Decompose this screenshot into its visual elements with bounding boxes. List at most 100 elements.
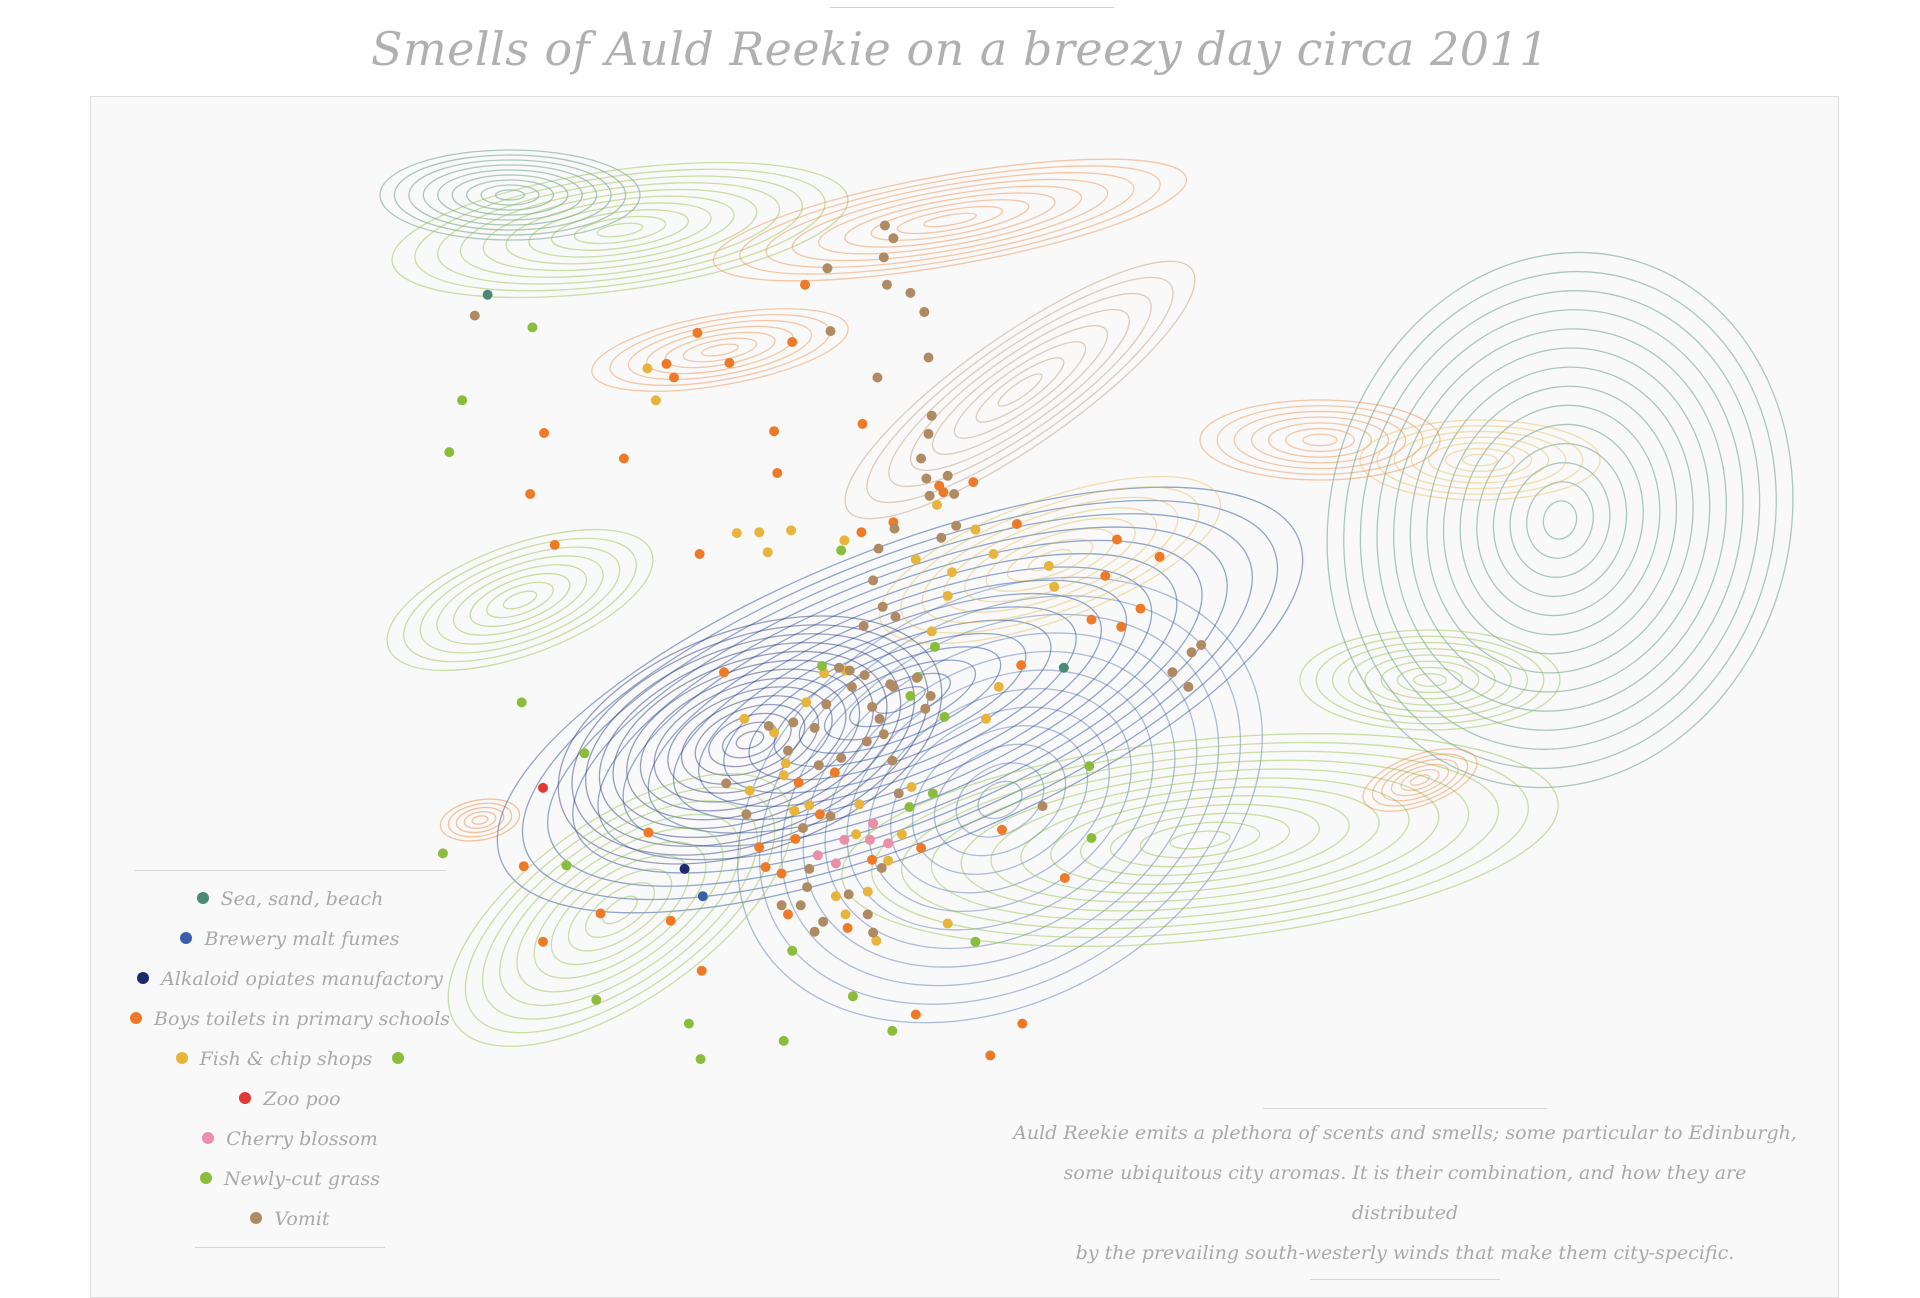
contour-ring xyxy=(694,703,806,777)
point-vomit xyxy=(813,760,824,771)
contour-ring xyxy=(1326,251,1794,789)
point-grass xyxy=(579,748,590,759)
contour-ring xyxy=(612,650,888,830)
contour-ring xyxy=(653,677,847,803)
point-vomit xyxy=(858,620,869,631)
point-fish xyxy=(862,886,873,897)
point-fish xyxy=(947,567,957,578)
contour-ring xyxy=(890,706,1110,894)
contour-ring xyxy=(921,496,1179,624)
contour-ring xyxy=(1079,803,1321,877)
contour-ring xyxy=(1390,763,1450,797)
contour-ring xyxy=(844,260,1196,520)
point-fish xyxy=(754,527,765,538)
point-fish xyxy=(804,800,815,811)
contour-ring xyxy=(647,566,1153,834)
point-toilets xyxy=(692,327,703,338)
contour-ring xyxy=(547,513,1253,887)
point-toilets xyxy=(669,372,679,383)
point-toilets xyxy=(1086,614,1097,625)
point-toilets xyxy=(867,854,878,865)
point-vomit xyxy=(843,889,854,900)
contour-ring xyxy=(667,686,833,794)
point-vomit xyxy=(887,755,898,766)
contour-ring xyxy=(1381,758,1459,802)
contour-ring xyxy=(602,895,638,925)
contour-ring xyxy=(1362,748,1478,812)
contour-ring xyxy=(955,762,1045,838)
point-toilets xyxy=(772,468,783,478)
point-cherry xyxy=(865,834,875,845)
point-vomit xyxy=(874,713,885,724)
point-vomit xyxy=(888,233,899,244)
contour-ring xyxy=(871,741,1529,939)
point-vomit xyxy=(1183,681,1194,692)
point-toilets xyxy=(525,489,536,499)
point-fish xyxy=(778,770,789,781)
contour-ring xyxy=(386,528,654,672)
contour-ring xyxy=(459,182,781,278)
point-fish xyxy=(731,528,742,539)
contour-ring xyxy=(1392,328,1728,712)
contour-ring xyxy=(480,184,540,206)
contour-ring xyxy=(455,806,505,834)
legend-marker-alkaloid xyxy=(137,972,150,984)
point-toilets xyxy=(857,418,868,429)
contour-ring xyxy=(1233,410,1407,470)
contour-ring xyxy=(627,319,813,381)
point-grass xyxy=(787,945,798,956)
point-fish xyxy=(910,554,921,565)
contour-ring xyxy=(1285,427,1355,453)
contour-ring xyxy=(817,185,1083,255)
point-vomit xyxy=(951,520,962,531)
point-vomit xyxy=(861,736,872,747)
contour-ring xyxy=(1542,500,1578,540)
contour-ring xyxy=(1216,405,1424,475)
point-vomit xyxy=(868,575,879,586)
contour-ring xyxy=(896,205,1004,235)
legend-label-toilets: Boys toilets in primary schools xyxy=(153,1008,451,1030)
point-grass xyxy=(683,1018,694,1029)
point-toilets xyxy=(814,809,825,820)
point-vomit xyxy=(809,926,820,937)
contour-ring xyxy=(798,646,1002,754)
contour-ring xyxy=(481,800,759,1020)
legend-marker-zoo xyxy=(239,1092,252,1104)
contour-ring xyxy=(437,169,583,221)
contour-ring xyxy=(712,158,1188,282)
point-vomit xyxy=(925,691,936,701)
point-alkaloid xyxy=(679,863,690,874)
point-toilets xyxy=(769,426,780,437)
point-vomit xyxy=(1167,667,1178,678)
contour-ring xyxy=(469,572,571,628)
contour-ring xyxy=(1427,442,1533,478)
contour-ring xyxy=(698,592,1102,808)
contour-ring xyxy=(960,768,1440,912)
point-fish xyxy=(988,549,999,559)
point-vomit xyxy=(893,788,904,799)
contour-ring xyxy=(646,325,794,375)
point-vomit xyxy=(804,863,815,874)
point-fish xyxy=(744,785,755,796)
contour-ring xyxy=(802,632,1198,968)
point-grass xyxy=(904,802,915,812)
contour-ring xyxy=(1371,753,1469,807)
point-cherry xyxy=(839,834,850,845)
point-fish xyxy=(942,590,953,601)
contour-ring xyxy=(1409,347,1711,693)
point-fish xyxy=(906,782,917,792)
point-grass xyxy=(695,1054,706,1065)
legend-top-rule xyxy=(134,870,446,871)
point-grass xyxy=(927,788,938,799)
contour-ring xyxy=(1526,481,1594,559)
point-toilets xyxy=(549,539,560,550)
legend-item-zoo: Zoo poo xyxy=(120,1079,460,1119)
point-toilets xyxy=(790,833,801,844)
contour-ring xyxy=(975,357,1065,423)
contour-ring xyxy=(737,576,1263,1024)
contour-ring xyxy=(931,325,1109,455)
contour-ring xyxy=(990,777,1410,903)
contour-ring xyxy=(1364,654,1496,706)
legend-marker-fish xyxy=(175,1052,188,1064)
point-vomit xyxy=(822,263,833,274)
